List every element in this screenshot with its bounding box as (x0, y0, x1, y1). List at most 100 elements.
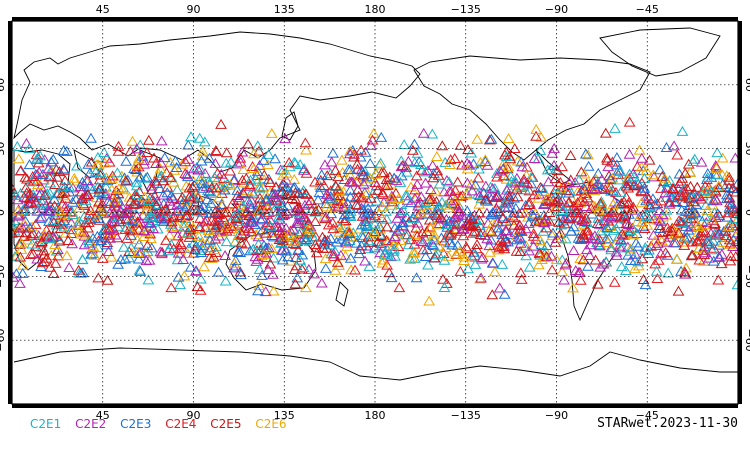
observation-triangle (300, 234, 313, 245)
observation-triangle (285, 188, 298, 199)
observation-triangle (473, 198, 486, 209)
observation-triangle (337, 223, 349, 234)
observation-triangle (65, 217, 78, 228)
observation-triangle (519, 184, 531, 195)
observation-triangle (176, 198, 189, 209)
observation-triangle (33, 199, 46, 210)
observation-triangle (389, 250, 401, 261)
observation-triangle (280, 189, 293, 200)
observation-triangle (712, 180, 725, 191)
observation-triangle (397, 220, 409, 231)
observation-triangle (165, 282, 178, 293)
observation-triangle (357, 204, 370, 215)
observation-triangle (592, 167, 605, 178)
observation-triangle (419, 197, 432, 208)
observation-triangle (496, 258, 509, 269)
observation-triangle (492, 222, 504, 233)
observation-triangle (145, 242, 158, 253)
observation-triangle (408, 138, 421, 149)
observation-triangle (713, 182, 725, 193)
observation-triangle (49, 230, 62, 241)
observation-triangle (186, 181, 199, 192)
observation-triangle (640, 165, 653, 176)
observation-triangle (357, 178, 370, 189)
observation-triangle (85, 132, 97, 143)
observation-triangle (655, 248, 667, 259)
observation-triangle (53, 235, 66, 246)
observation-triangle (682, 217, 695, 228)
observation-triangle (388, 243, 400, 254)
observation-triangle (511, 155, 524, 166)
observation-triangle (363, 260, 376, 271)
observation-triangle (183, 191, 196, 202)
observation-triangle (515, 156, 528, 167)
observation-triangle (343, 228, 356, 239)
observation-triangle (523, 261, 536, 272)
observation-triangle (551, 200, 564, 211)
observation-triangle (423, 295, 436, 306)
observation-triangle (253, 280, 266, 291)
observation-triangle (256, 213, 269, 224)
observation-triangle (426, 159, 439, 170)
observation-triangle (58, 221, 71, 232)
observation-triangle (647, 229, 660, 240)
observation-triangle (98, 146, 110, 157)
observation-triangle (340, 237, 352, 248)
observation-triangle (241, 196, 254, 207)
observation-triangle (318, 179, 331, 190)
observation-triangle (370, 168, 382, 179)
observation-triangle (567, 244, 580, 255)
observation-triangle (299, 199, 311, 210)
observation-triangle (679, 167, 692, 178)
observation-triangle (695, 156, 708, 167)
observation-triangle (469, 214, 482, 225)
observation-triangle (493, 206, 505, 217)
observation-triangle (192, 164, 205, 175)
observation-triangle (23, 159, 36, 170)
observation-triangle (417, 236, 429, 247)
observation-triangle (546, 264, 559, 275)
observation-triangle (23, 198, 35, 209)
observation-triangle (390, 174, 403, 185)
observation-triangle (194, 284, 207, 295)
observation-triangle (195, 177, 208, 188)
observation-triangle (441, 174, 453, 185)
observation-triangle (276, 254, 289, 265)
observation-triangle (130, 159, 143, 170)
observation-triangle (256, 269, 268, 280)
observation-triangle (554, 183, 567, 194)
observation-triangle (163, 229, 176, 240)
observation-triangle (160, 207, 173, 218)
observation-triangle (393, 282, 406, 293)
observation-triangle (472, 172, 485, 183)
observation-triangle (264, 214, 277, 225)
observation-triangle (303, 223, 316, 234)
observation-triangle (719, 181, 732, 192)
observation-triangle (68, 172, 81, 183)
observation-triangle (461, 205, 474, 216)
observation-triangle (450, 248, 463, 259)
observation-triangle (564, 149, 577, 160)
observation-triangle (713, 251, 725, 262)
observation-triangle (84, 204, 97, 215)
observation-triangle (360, 171, 373, 182)
observation-triangle (407, 213, 420, 224)
lat-label-left: −30 (0, 265, 7, 288)
observation-triangle (656, 226, 669, 237)
observation-triangle (684, 180, 697, 191)
observation-triangle (608, 276, 621, 287)
observation-triangle (540, 222, 553, 233)
observation-triangle (701, 236, 713, 247)
observation-triangle (387, 239, 400, 250)
observation-triangle (424, 222, 437, 233)
observation-triangle (609, 122, 621, 133)
observation-triangle (19, 171, 32, 182)
lon-label-top: −45 (636, 3, 659, 16)
observation-triangle (532, 259, 545, 270)
observation-triangle (24, 204, 37, 215)
observation-triangle (364, 157, 377, 168)
observation-triangle (711, 147, 724, 158)
observation-triangle (54, 205, 66, 216)
observation-triangle (324, 190, 337, 201)
observation-triangle (622, 182, 635, 193)
